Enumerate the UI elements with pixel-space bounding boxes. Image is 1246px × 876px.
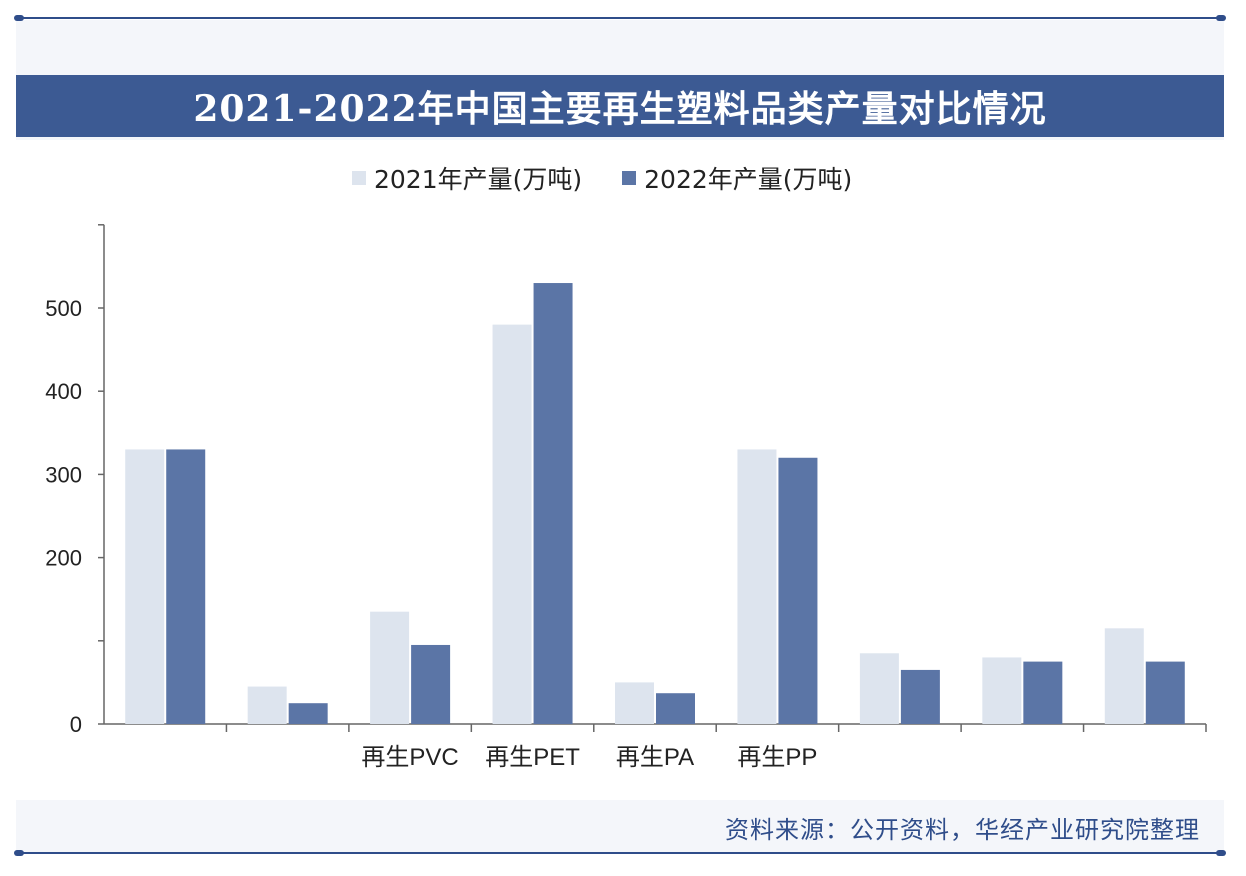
legend-item-2022: 2022年产量(万吨) <box>622 160 852 196</box>
bottom-rule <box>16 852 1224 854</box>
y-tick-label: 300 <box>45 462 82 487</box>
bar-2021 <box>615 682 654 724</box>
bottom-rule-cap-right <box>1216 850 1226 856</box>
bottom-rule-cap-left <box>14 850 24 856</box>
legend: 2021年产量(万吨) 2022年产量(万吨) <box>352 160 852 196</box>
bar-2021 <box>859 653 899 724</box>
bar-2022 <box>656 693 695 724</box>
bar-2022 <box>900 669 940 724</box>
bar-2021 <box>1104 628 1144 724</box>
x-category-label: 再生PET <box>485 744 580 771</box>
bar-2022 <box>778 457 818 724</box>
legend-swatch-2021 <box>352 171 366 185</box>
x-category-label: 再生PP <box>737 744 817 771</box>
bar-2021 <box>982 657 1022 724</box>
bar-2022 <box>166 449 206 724</box>
title-bar: 2021-2022年中国主要再生塑料品类产量对比情况 <box>16 75 1224 137</box>
source-note: 资料来源：公开资料，华经产业研究院整理 <box>725 816 1200 844</box>
chart-title: 2021-2022年中国主要再生塑料品类产量对比情况 <box>193 88 1047 130</box>
top-rule <box>16 17 1224 19</box>
x-category-label: 再生PVC <box>361 744 458 771</box>
bar-2022 <box>288 703 328 724</box>
bar-2021 <box>247 686 287 724</box>
legend-item-2021: 2021年产量(万吨) <box>352 160 582 196</box>
bar-2021 <box>125 449 165 724</box>
y-tick-label: 200 <box>45 546 82 571</box>
bar-2021 <box>492 324 532 724</box>
bar-2022 <box>1145 661 1185 724</box>
top-rule-cap-left <box>14 15 24 21</box>
bar-2022 <box>411 644 451 724</box>
top-rule-cap-right <box>1216 15 1226 21</box>
bar-2022 <box>1023 661 1063 724</box>
legend-label-2021: 2021年产量(万吨) <box>374 165 583 194</box>
y-tick-label: 0 <box>70 712 82 737</box>
bar-2022 <box>533 283 573 724</box>
bar-2021 <box>370 611 410 724</box>
y-tick-label: 400 <box>45 379 82 404</box>
bar-2021 <box>737 449 777 724</box>
x-category-label: 再生PA <box>616 744 694 771</box>
y-tick-label: 500 <box>45 296 82 321</box>
legend-label-2022: 2022年产量(万吨) <box>644 165 853 194</box>
legend-swatch-2022 <box>622 171 637 185</box>
